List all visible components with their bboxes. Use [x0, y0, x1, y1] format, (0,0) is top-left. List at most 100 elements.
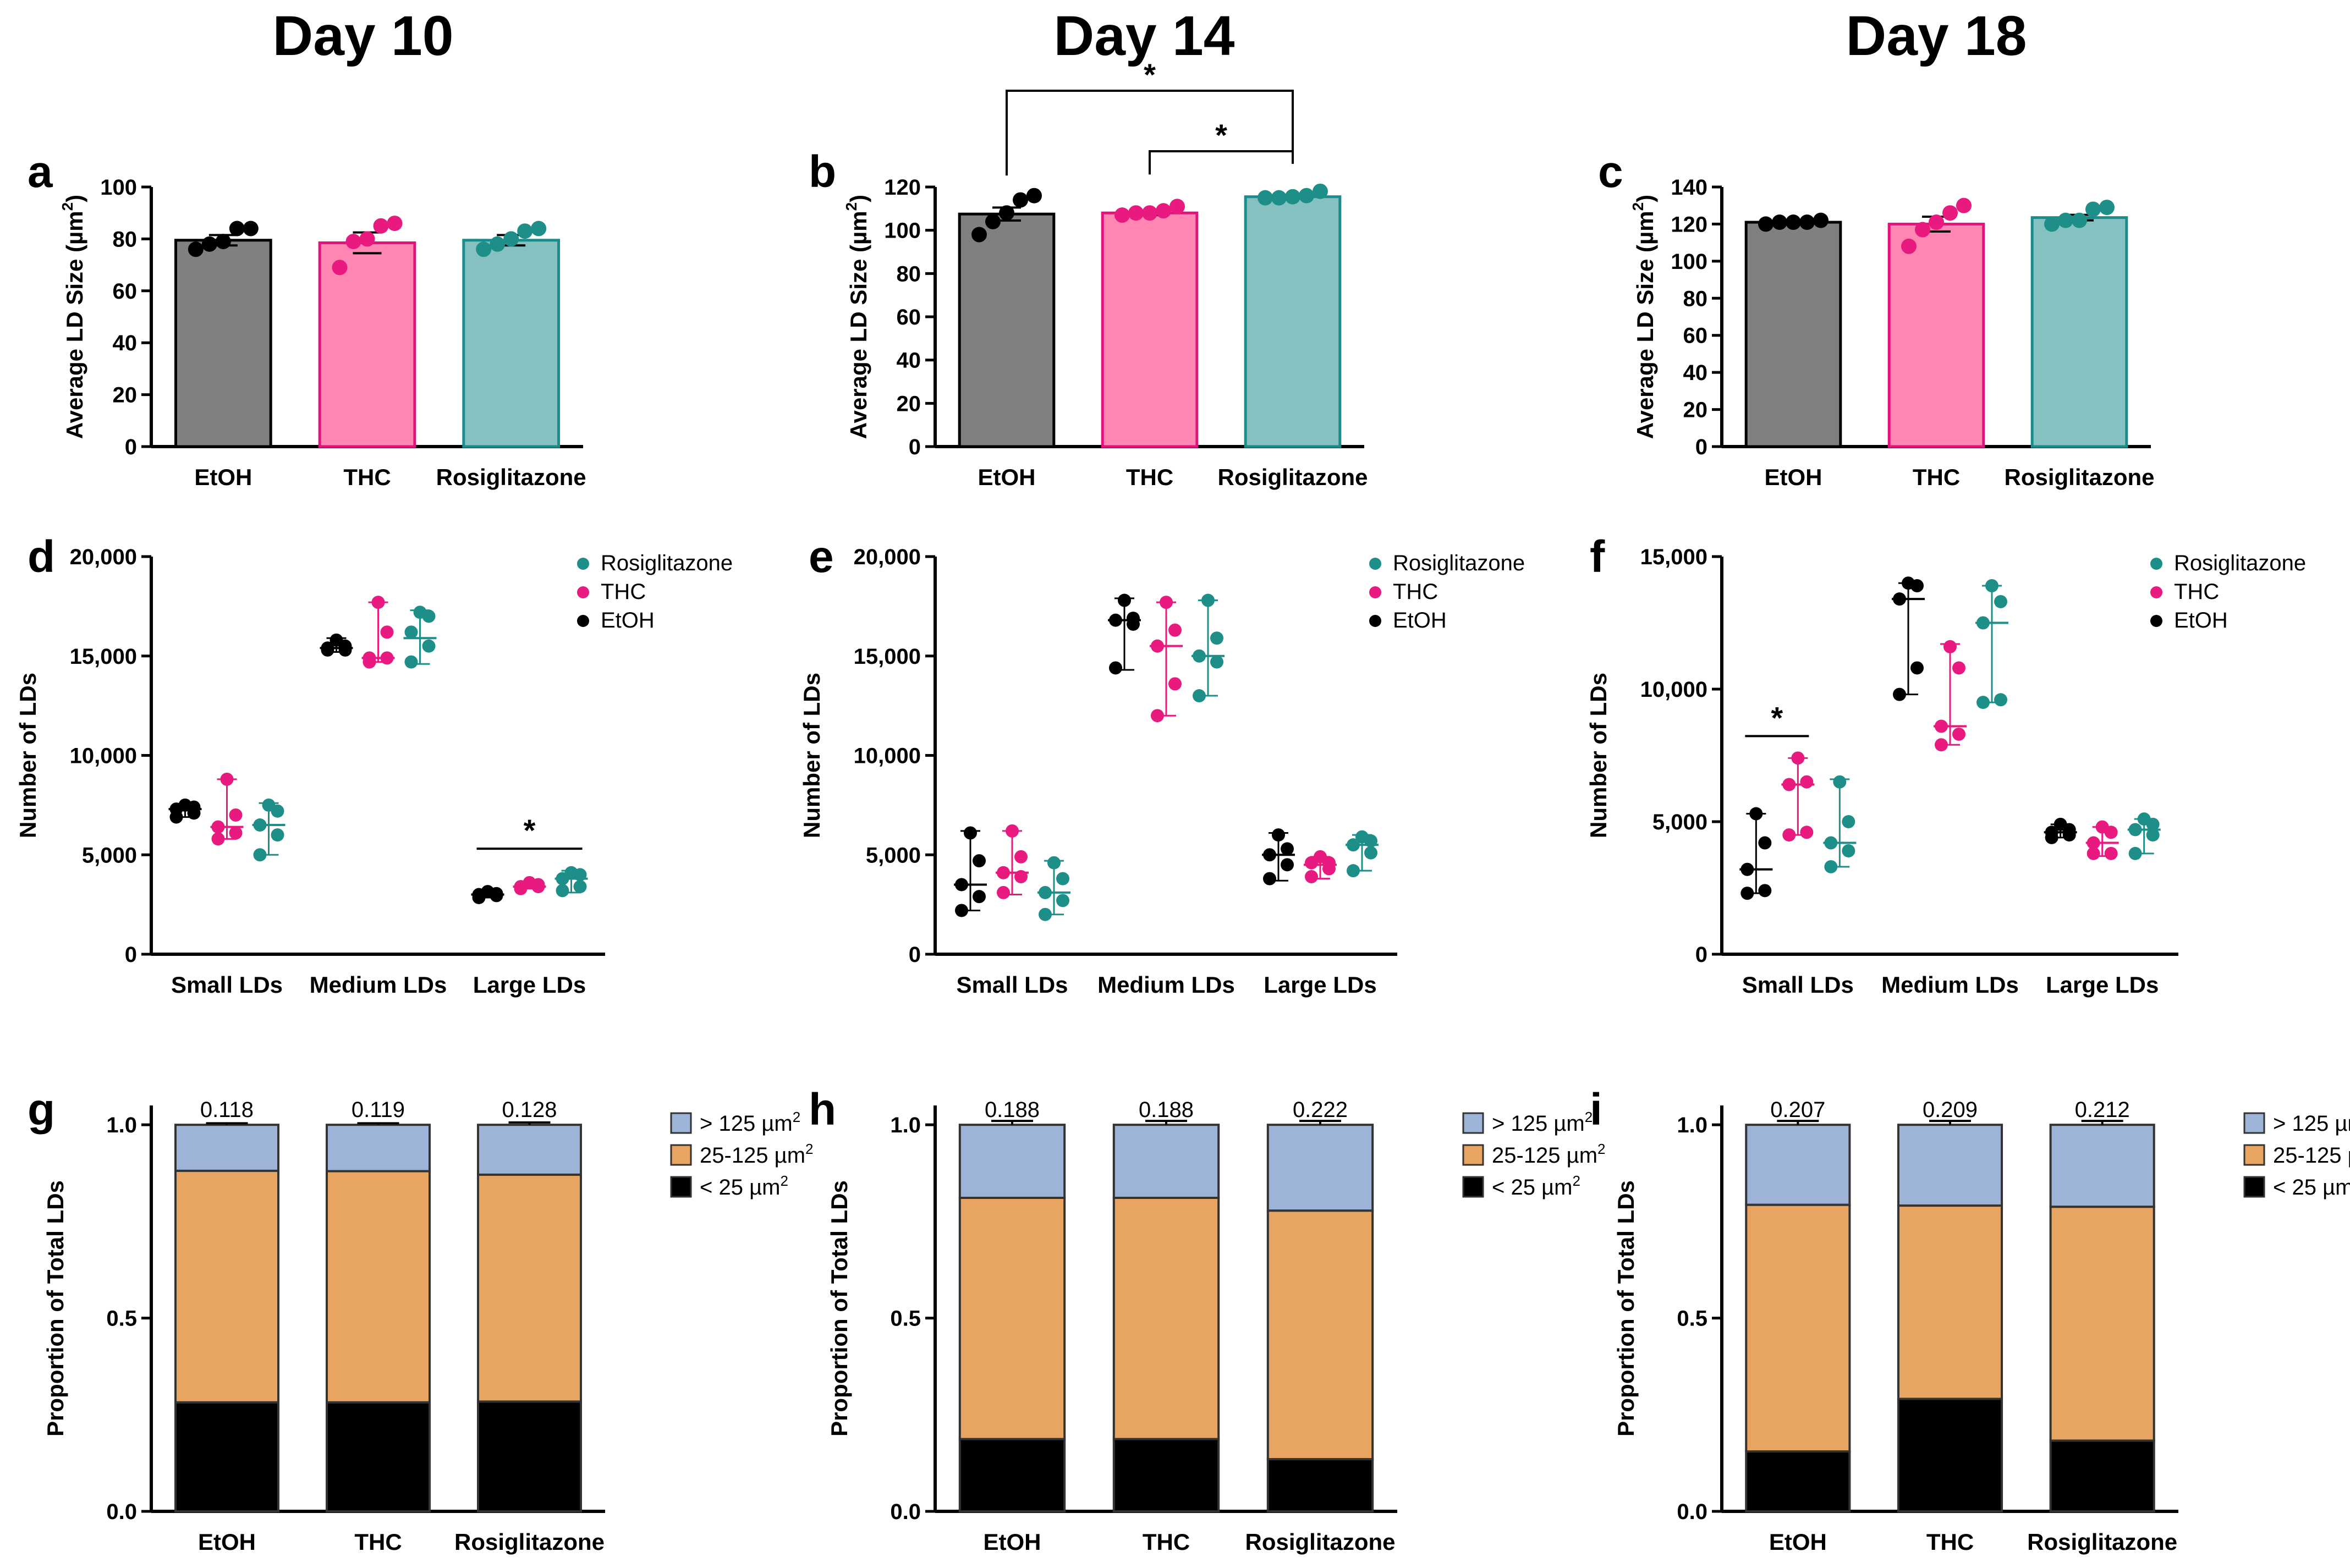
y-tick-label: 120 — [884, 175, 921, 200]
superscript: 2 — [843, 202, 860, 211]
x-category-label: EtOH — [1769, 1529, 1827, 1555]
data-point-etoh — [1910, 661, 1924, 675]
data-point-rosiglitazone — [2072, 212, 2087, 228]
data-point-rosiglitazone — [1976, 616, 1990, 630]
data-point-etoh — [955, 904, 968, 917]
data-point-rosiglitazone — [531, 221, 547, 236]
data-point-rosiglitazone — [1842, 815, 1855, 828]
data-point-rosiglitazone — [1056, 894, 1069, 907]
legend-text: < 25 µm — [700, 1175, 780, 1200]
bar-etoh — [1744, 221, 1842, 448]
x-category-label: EtOH — [198, 1529, 256, 1555]
data-point-etoh — [973, 890, 986, 904]
data-label: 0.119 — [352, 1098, 405, 1122]
legend-text: 25-125 µm — [2273, 1143, 2350, 1168]
superscript: 2 — [1597, 1141, 1605, 1157]
legend-marker-rosiglitazone — [577, 558, 589, 570]
y-tick-label: 0 — [1695, 943, 1707, 967]
data-point-rosiglitazone — [517, 223, 533, 239]
panel-letter: a — [28, 147, 53, 197]
x-category-label: EtOH — [194, 464, 252, 490]
bar-rosiglitazone — [1244, 195, 1342, 448]
x-category-label: Rosiglitazone — [1245, 1529, 1395, 1555]
stack-segment-25-125-m- — [477, 1173, 582, 1403]
data-point-etoh — [178, 798, 192, 812]
data-point-rosiglitazone — [2085, 201, 2101, 217]
legend-text: < 25 µm — [1492, 1175, 1572, 1200]
data-point-thc — [1168, 623, 1182, 637]
panel-b: b 0 20 40 60 80 100 120 Average LD Size (µm2) EtO… — [809, 57, 1368, 490]
panel-g: g 0.0 0.5 1.0 Proportion of Total LDs EtOH THC… — [28, 1085, 814, 1555]
data-point-rosiglitazone — [271, 828, 284, 842]
panel-d: d 0 5,000 10,000 15,000 20,000 Number of LDs Sm… — [15, 532, 733, 998]
data-point-rosiglitazone — [2128, 823, 2142, 837]
y-tick-label: 0.0 — [890, 1500, 921, 1524]
stack-segment--25-m- — [1897, 1398, 2003, 1512]
data-point-etoh — [1109, 661, 1122, 675]
y-tick-label: 20 — [897, 392, 921, 416]
stack-segment--125-m- — [958, 1124, 1066, 1199]
y-axis-label: Number of LDs — [15, 673, 41, 838]
legend-text: > 125 µm — [700, 1112, 793, 1136]
stack-segment--125-m- — [326, 1124, 431, 1173]
panel-i: i 0.0 0.5 1.0 Proportion of Total LDs EtOH THC… — [1590, 1085, 2350, 1555]
data-point-thc — [2087, 836, 2100, 850]
x-category-label: Rosiglitazone — [2004, 464, 2154, 490]
stack-segment--125-m- — [2049, 1124, 2155, 1208]
legend-label: < 25 µm2 — [2273, 1173, 2350, 1200]
y-axis-label-text: ) — [62, 195, 87, 202]
legend-label: > 125 µm2 — [1492, 1109, 1593, 1136]
stack-segment--125-m- — [174, 1124, 279, 1172]
panel-letter: b — [809, 147, 836, 197]
data-point-thc — [332, 260, 348, 276]
y-tick-label: 120 — [1671, 212, 1707, 236]
panel-letter: i — [1590, 1085, 1602, 1135]
legend-swatch-25-125-m- — [1462, 1144, 1484, 1166]
bar-etoh — [958, 212, 1056, 448]
legend-label-rosiglitazone: Rosiglitazone — [601, 551, 733, 575]
data-point-etoh — [1263, 848, 1276, 862]
stack-segment-25-125-m- — [1897, 1204, 2003, 1400]
data-point-thc — [997, 885, 1010, 899]
x-category-label: Small LDs — [1742, 972, 1854, 998]
data-label: 0.128 — [502, 1098, 557, 1122]
y-tick-label: 40 — [113, 331, 138, 355]
data-point-thc — [1160, 596, 1173, 609]
y-tick-label: 1.0 — [890, 1113, 921, 1137]
y-axis-label: Average LD Size (µm2) — [59, 195, 87, 439]
panel-e: e 0 5,000 10,000 15,000 20,000 Number of LDs Sm… — [799, 532, 1525, 998]
data-point-rosiglitazone — [1347, 864, 1360, 878]
data-point-rosiglitazone — [2044, 216, 2060, 232]
y-tick-label: 10,000 — [1640, 678, 1707, 702]
x-category-label: THC — [1143, 1529, 1190, 1555]
column-title-day14: Day 14 — [1054, 4, 1235, 67]
data-point-rosiglitazone — [1039, 907, 1052, 921]
data-point-thc — [359, 231, 375, 247]
data-point-thc — [2087, 846, 2100, 860]
legend-label: < 25 µm2 — [1492, 1173, 1580, 1200]
data-point-etoh — [2045, 826, 2058, 839]
panel-letter: f — [1590, 532, 1605, 582]
data-point-thc — [1014, 850, 1028, 863]
panel-h: h 0.0 0.5 1.0 Proportion of Total LDs EtOH THC… — [809, 1085, 1606, 1555]
y-axis-label-text: ) — [1632, 195, 1658, 202]
y-tick-label: 10,000 — [854, 744, 921, 768]
data-point-thc — [1943, 640, 1957, 653]
legend-marker-etoh — [577, 615, 589, 627]
data-point-rosiglitazone — [253, 848, 267, 862]
data-point-etoh — [330, 633, 343, 647]
legend-swatch-25-125-m- — [2243, 1144, 2265, 1166]
data-point-thc — [229, 808, 243, 822]
significance-bracket — [1006, 90, 1294, 176]
significance-star: * — [1144, 57, 1156, 92]
stack-segment--25-m- — [174, 1401, 279, 1512]
stack-segment--25-m- — [2049, 1439, 2155, 1513]
y-tick-label: 0.5 — [1677, 1307, 1707, 1331]
legend-label-etoh: EtOH — [2174, 608, 2228, 632]
data-point-etoh — [188, 241, 204, 257]
data-point-thc — [371, 596, 385, 609]
superscript: 2 — [1629, 202, 1646, 211]
panel-f: f 0 5,000 10,000 15,000 Number of LDs Small LD… — [1585, 532, 2306, 998]
data-point-thc — [1782, 828, 1796, 842]
data-label: 0.207 — [1770, 1098, 1825, 1122]
